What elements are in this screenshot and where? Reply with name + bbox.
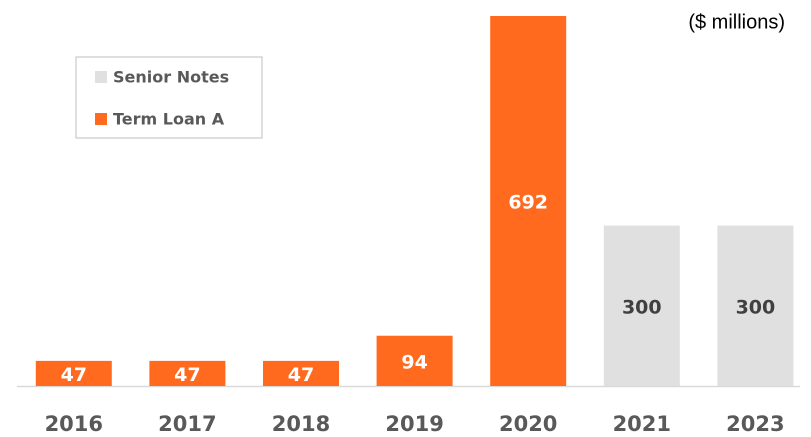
x-tick-label: 2017 (158, 412, 216, 436)
x-tick-label: 2018 (272, 412, 330, 436)
bar (603, 225, 680, 386)
x-tick-label: 2020 (499, 412, 557, 436)
data-label: 300 (736, 296, 776, 318)
legend-label: Term Loan A (113, 110, 225, 129)
legend-swatch (95, 113, 107, 125)
x-tick-label: 2019 (385, 412, 443, 436)
annotation: ($ millions) (688, 11, 785, 33)
data-label: 300 (622, 296, 662, 318)
bar (263, 360, 339, 386)
bar (35, 360, 112, 386)
bar (149, 360, 226, 386)
legend-swatch (95, 71, 107, 83)
x-tick-label: 2021 (613, 412, 671, 436)
data-label: 692 (508, 192, 548, 214)
data-label: 47 (174, 364, 200, 386)
legend-label: Senior Notes (113, 68, 229, 87)
data-label: 47 (288, 364, 314, 386)
data-label: 47 (61, 364, 87, 386)
x-tick-label: 2023 (726, 412, 784, 436)
x-tick-label: 2016 (45, 412, 103, 436)
bar (490, 16, 567, 386)
data-label: 94 (401, 351, 427, 373)
bar (376, 335, 453, 386)
bar (717, 225, 794, 386)
